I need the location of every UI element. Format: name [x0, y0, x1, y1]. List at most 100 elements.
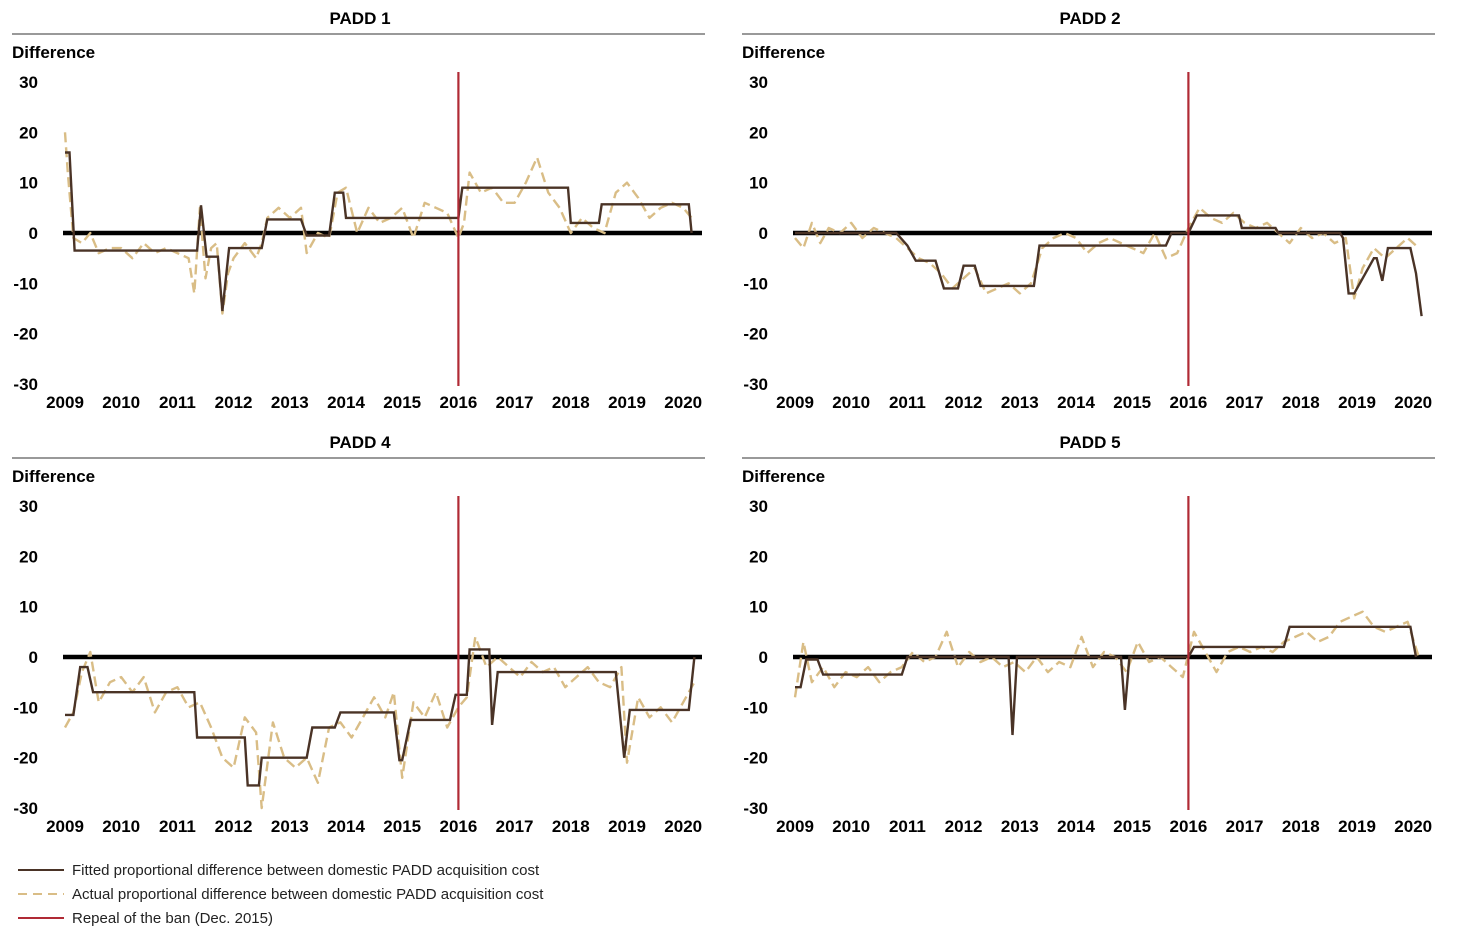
- y-tick-label: 20: [749, 123, 768, 142]
- chart-panel-padd5: PADD 5 Difference 30 20 10 0 -10 -20 -30 2009 2010…: [730, 424, 1459, 848]
- y-tick-label: 10: [749, 174, 768, 193]
- y-tick-label: 30: [19, 497, 38, 516]
- x-tick-label: 2013: [271, 393, 309, 412]
- x-tick-label: 2017: [496, 817, 534, 836]
- x-tick-label: 2018: [1282, 817, 1320, 836]
- x-tick-label: 2009: [776, 817, 814, 836]
- x-tick-label: 2009: [46, 393, 84, 412]
- x-tick-label: 2017: [1226, 393, 1264, 412]
- y-tick-label: 10: [749, 598, 768, 617]
- x-tick-label: 2014: [1057, 817, 1095, 836]
- x-tick-label: 2015: [383, 817, 421, 836]
- series-actual-line: [63, 132, 693, 315]
- y-tick-label: -30: [743, 375, 768, 394]
- y-tick-label: -10: [743, 698, 768, 717]
- x-tick-label: 2016: [439, 393, 477, 412]
- y-tick-label: 0: [29, 648, 38, 667]
- x-tick-label: 2018: [1282, 393, 1320, 412]
- x-tick-label: 2015: [383, 393, 421, 412]
- y-axis-label: Difference: [742, 43, 825, 62]
- y-axis-label: Difference: [742, 467, 825, 486]
- y-tick-label: -30: [743, 799, 768, 818]
- x-tick-label: 2012: [945, 393, 983, 412]
- x-tick-label: 2011: [159, 393, 196, 412]
- y-tick-label: -30: [13, 375, 38, 394]
- y-tick-label: 0: [29, 224, 38, 243]
- x-tick-label: 2013: [1001, 817, 1039, 836]
- series-fitted-line: [795, 214, 1423, 317]
- y-tick-label: -10: [743, 274, 768, 293]
- chart-panel-padd1: PADD 1 Difference 30 20 10 0 -10 -20 -30 2009 2010…: [0, 0, 730, 424]
- legend-item-actual: Actual proportional difference between d…: [18, 882, 543, 906]
- x-tick-label: 2015: [1113, 393, 1151, 412]
- x-tick-label: 2020: [1394, 817, 1432, 836]
- y-tick-label: 10: [19, 174, 38, 193]
- x-tick-label: 2013: [1001, 393, 1039, 412]
- y-tick-label: 30: [19, 73, 38, 92]
- x-tick-label: 2009: [46, 817, 84, 836]
- chart-title: PADD 4: [329, 433, 391, 452]
- y-axis-label: Difference: [12, 467, 95, 486]
- x-tick-label: 2014: [327, 817, 365, 836]
- y-tick-label: 20: [19, 547, 38, 566]
- y-tick-label: 0: [759, 224, 768, 243]
- x-tick-label: 2014: [1057, 393, 1095, 412]
- legend-swatch-actual: [18, 893, 64, 895]
- x-tick-label: 2012: [945, 817, 983, 836]
- x-tick-label: 2019: [1338, 393, 1376, 412]
- y-tick-label: -10: [13, 274, 38, 293]
- x-tick-label: 2017: [496, 393, 534, 412]
- series-fitted-line: [65, 648, 696, 787]
- y-tick-label: -30: [13, 799, 38, 818]
- x-tick-label: 2010: [102, 393, 140, 412]
- legend-swatch-repeal: [18, 917, 64, 919]
- legend: Fitted proportional difference between d…: [18, 858, 718, 930]
- x-tick-label: 2013: [271, 817, 309, 836]
- y-tick-label: 10: [19, 598, 38, 617]
- legend-label-actual: Actual proportional difference between d…: [72, 885, 544, 903]
- x-tick-label: 2010: [832, 393, 870, 412]
- x-tick-label: 2016: [1169, 393, 1207, 412]
- legend-label-repeal: Repeal of the ban (Dec. 2015): [72, 909, 273, 927]
- x-tick-label: 2018: [552, 817, 590, 836]
- x-tick-label: 2016: [439, 817, 477, 836]
- chart-title: PADD 2: [1059, 9, 1120, 28]
- x-tick-label: 2009: [776, 393, 814, 412]
- y-tick-label: 0: [759, 648, 768, 667]
- y-tick-label: -20: [13, 749, 38, 768]
- y-tick-label: 20: [749, 547, 768, 566]
- x-tick-label: 2018: [552, 393, 590, 412]
- x-tick-label: 2020: [664, 817, 702, 836]
- chart-panel-padd2: PADD 2 Difference 30 20 10 0 -10 -20 -30 2009 2010…: [730, 0, 1459, 424]
- x-tick-label: 2011: [159, 817, 196, 836]
- x-tick-label: 2012: [215, 393, 253, 412]
- y-tick-label: 20: [19, 123, 38, 142]
- x-tick-label: 2010: [832, 817, 870, 836]
- y-tick-label: 30: [749, 497, 768, 516]
- x-tick-label: 2016: [1169, 817, 1207, 836]
- series-actual-line: [793, 610, 1420, 698]
- legend-swatch-fitted: [18, 869, 64, 871]
- x-tick-label: 2014: [327, 393, 365, 412]
- y-tick-label: 30: [749, 73, 768, 92]
- x-tick-label: 2011: [889, 393, 926, 412]
- x-tick-label: 2019: [608, 817, 646, 836]
- x-tick-label: 2015: [1113, 817, 1151, 836]
- series-actual-line: [63, 635, 696, 810]
- x-tick-label: 2017: [1226, 817, 1264, 836]
- x-tick-label: 2019: [1338, 817, 1376, 836]
- y-tick-label: -20: [743, 749, 768, 768]
- x-tick-label: 2019: [608, 393, 646, 412]
- x-tick-label: 2020: [664, 393, 702, 412]
- series-fitted-line: [795, 625, 1418, 736]
- chart-title: PADD 5: [1059, 433, 1120, 452]
- x-tick-label: 2012: [215, 817, 253, 836]
- chart-title: PADD 1: [329, 9, 390, 28]
- legend-item-fitted: Fitted proportional difference between d…: [18, 858, 539, 882]
- legend-item-repeal: Repeal of the ban (Dec. 2015): [18, 906, 273, 930]
- legend-label-fitted: Fitted proportional difference between d…: [72, 861, 540, 879]
